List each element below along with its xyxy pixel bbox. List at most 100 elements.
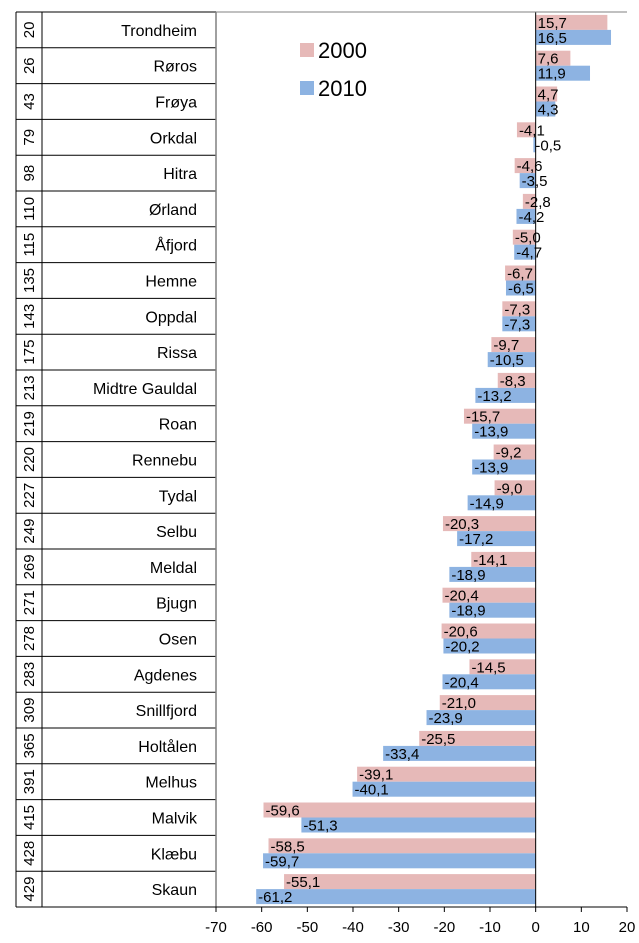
row-number-label: 175 <box>21 340 38 365</box>
value-label-2000-2: 7,6 <box>538 51 559 68</box>
bar-2000-14 <box>494 480 536 496</box>
bar-2010-16 <box>449 566 536 582</box>
x-tick-label: -60 <box>251 919 273 936</box>
row-number-label: 271 <box>21 590 38 615</box>
bar-2010-1 <box>535 29 612 45</box>
value-label-2000-20: -21,0 <box>442 695 476 712</box>
value-label-2010-12: -13,9 <box>474 424 508 441</box>
x-tick-label: 10 <box>573 919 590 936</box>
category-label: Snillfjord <box>136 703 197 720</box>
value-label-2010-6: -4,2 <box>518 209 544 226</box>
value-label-2000-22: -39,1 <box>359 767 393 784</box>
bar-2010-20 <box>426 710 536 726</box>
row-number-label: 249 <box>21 519 38 544</box>
value-label-2000-17: -20,4 <box>445 588 479 605</box>
value-label-2000-16: -14,1 <box>473 552 507 569</box>
x-tick-label: -30 <box>388 919 410 936</box>
bar-2000-11 <box>497 372 536 388</box>
value-label-2010-3: 4,3 <box>538 102 559 119</box>
row-number-label: 135 <box>21 268 38 293</box>
bar-2010-10 <box>487 352 536 368</box>
x-tick-label: -70 <box>205 919 227 936</box>
row-number-label: 220 <box>21 447 38 472</box>
category-label: Åfjord <box>155 236 197 255</box>
bar-2010-15 <box>457 531 536 547</box>
bar-2010-12 <box>472 423 536 439</box>
row-number-label: 428 <box>21 841 38 866</box>
value-label-2010-9: -7,3 <box>504 316 530 333</box>
row-number-label: 20 <box>21 22 38 39</box>
bar-2000-16 <box>471 551 536 567</box>
bar-2010-23 <box>301 817 536 833</box>
value-label-2000-15: -20,3 <box>445 516 479 533</box>
x-tick-label: -50 <box>296 919 318 936</box>
row-number-label: 283 <box>21 662 38 687</box>
bar-2000-2 <box>535 50 571 66</box>
value-label-2000-6: -2,8 <box>525 194 551 211</box>
value-label-2000-5: -4,6 <box>517 158 543 175</box>
value-label-2010-19: -20,4 <box>445 674 479 691</box>
value-label-2000-23: -59,6 <box>265 803 299 820</box>
value-label-2010-21: -33,4 <box>385 746 419 763</box>
category-label: Hitra <box>163 166 197 183</box>
row-number-label: 391 <box>21 769 38 794</box>
value-label-2010-15: -17,2 <box>459 531 493 548</box>
category-label: Orkdal <box>150 130 197 147</box>
row-number-label: 269 <box>21 554 38 579</box>
x-tick-label: -10 <box>479 919 501 936</box>
category-label: Klæbu <box>151 846 197 863</box>
bar-2000-15 <box>442 516 536 532</box>
x-tick-label: -20 <box>433 919 455 936</box>
legend-swatch-2000 <box>300 43 314 57</box>
bar-2000-21 <box>419 730 536 746</box>
value-label-2010-13: -13,9 <box>474 460 508 477</box>
value-label-2010-18: -20,2 <box>445 639 479 656</box>
value-label-2000-12: -15,7 <box>466 409 500 426</box>
bar-2000-9 <box>502 301 536 317</box>
value-label-2000-25: -55,1 <box>286 874 320 891</box>
value-label-2000-9: -7,3 <box>504 301 530 318</box>
bar-2010-25 <box>256 889 536 905</box>
bar-2010-2 <box>535 65 591 81</box>
category-label: Holtålen <box>138 738 197 756</box>
bar-2000-23 <box>263 802 536 818</box>
value-label-2010-20: -23,9 <box>429 710 463 727</box>
row-number-label: 79 <box>21 129 38 146</box>
category-label: Meldal <box>150 560 197 577</box>
row-number-label: 26 <box>21 57 38 74</box>
bar-2010-7 <box>514 244 536 260</box>
legend-label-2010: 2010 <box>318 76 367 101</box>
row-number-label: 227 <box>21 483 38 508</box>
bar-2000-4 <box>516 122 536 138</box>
category-label: Agdenes <box>134 667 197 684</box>
row-number-label: 143 <box>21 304 38 329</box>
bar-2010-17 <box>449 602 536 618</box>
category-label: Selbu <box>156 524 197 541</box>
value-label-2010-4: -0,5 <box>535 137 561 154</box>
value-label-2000-19: -14,5 <box>471 659 505 676</box>
bar-2010-19 <box>442 674 536 690</box>
value-label-2010-1: 16,5 <box>538 30 567 47</box>
row-number-label: 415 <box>21 805 38 830</box>
value-label-2000-11: -8,3 <box>500 373 526 390</box>
category-label: Rissa <box>157 345 197 362</box>
x-tick-label: 0 <box>531 919 539 936</box>
bar-2000-13 <box>493 444 536 460</box>
value-label-2000-24: -58,5 <box>271 838 305 855</box>
value-label-2000-1: 15,7 <box>538 15 567 32</box>
category-label: Roan <box>159 417 197 434</box>
value-label-2010-8: -6,5 <box>508 281 534 298</box>
bar-2000-22 <box>357 766 536 782</box>
value-label-2000-4: -4,1 <box>519 122 545 139</box>
category-label: Hemne <box>145 274 197 291</box>
bar-2010-24 <box>263 853 536 869</box>
category-label: Oppdal <box>145 309 197 326</box>
row-number-label: 213 <box>21 375 38 400</box>
bar-2000-3 <box>535 86 558 102</box>
value-label-2010-14: -14,9 <box>470 495 504 512</box>
value-label-2010-5: -3,5 <box>522 173 548 190</box>
bar-2010-11 <box>475 387 536 403</box>
category-label: Midtre Gauldal <box>93 381 197 398</box>
bar-2000-20 <box>439 695 536 711</box>
